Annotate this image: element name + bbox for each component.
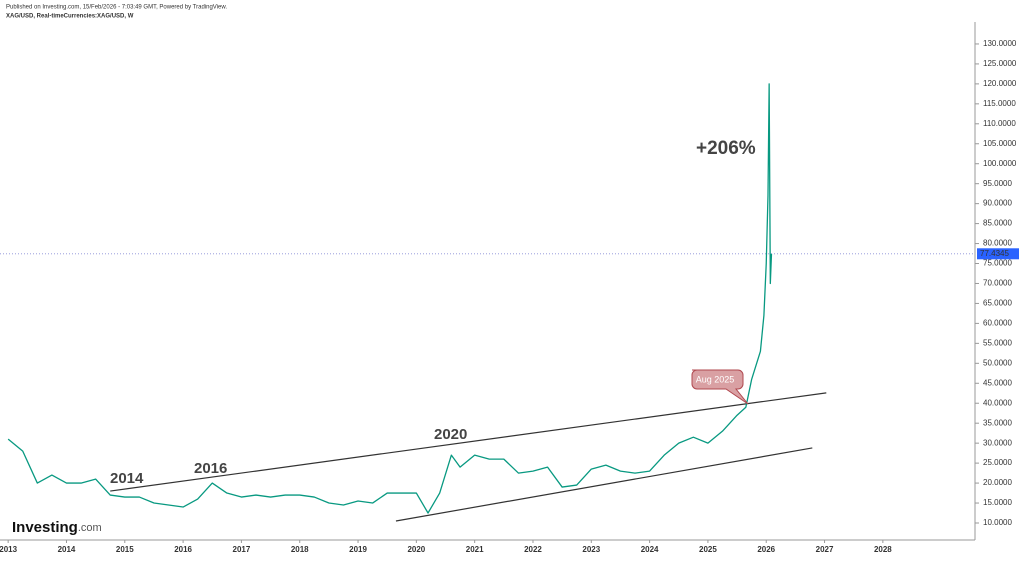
y-tick-label: 125.0000 bbox=[983, 59, 1017, 68]
y-tick-label: 80.0000 bbox=[983, 239, 1012, 248]
y-tick-label: 105.0000 bbox=[983, 139, 1017, 148]
y-tick-label: 45.0000 bbox=[983, 378, 1012, 387]
y-tick-label: 75.0000 bbox=[983, 259, 1012, 268]
y-tick-label: 95.0000 bbox=[983, 179, 1012, 188]
x-tick-label: 2027 bbox=[816, 545, 834, 554]
x-tick-label: 2020 bbox=[407, 545, 425, 554]
x-tick-label: 2026 bbox=[757, 545, 775, 554]
annotation: +206% bbox=[696, 138, 756, 159]
y-tick-label: 120.0000 bbox=[983, 79, 1017, 88]
x-tick-label: 2017 bbox=[233, 545, 251, 554]
y-tick-label: 15.0000 bbox=[983, 498, 1012, 507]
y-tick-label: 100.0000 bbox=[983, 159, 1017, 168]
y-tick-label: 115.0000 bbox=[983, 99, 1016, 108]
current-price-box bbox=[977, 248, 1019, 260]
y-tick-label: 130.0000 bbox=[983, 39, 1017, 48]
x-tick-label: 2016 bbox=[174, 545, 192, 554]
y-tick-label: 60.0000 bbox=[983, 319, 1012, 328]
logo-brand: Investing bbox=[12, 519, 78, 536]
y-tick-label: 35.0000 bbox=[983, 418, 1012, 427]
x-tick-label: 2021 bbox=[466, 545, 484, 554]
annotation: Aug 2025 bbox=[696, 374, 735, 384]
annotation: 2016 bbox=[194, 460, 227, 477]
y-tick-label: 10.0000 bbox=[983, 518, 1012, 527]
published-note: Published on Investing.com, 15/Feb/2026 … bbox=[6, 5, 227, 11]
trendline bbox=[110, 392, 827, 492]
trendline bbox=[395, 447, 813, 522]
y-tick-label: 65.0000 bbox=[983, 299, 1012, 308]
x-tick-label: 2023 bbox=[582, 545, 600, 554]
y-tick-label: 30.0000 bbox=[983, 438, 1012, 447]
x-tick-label: 2015 bbox=[116, 545, 134, 554]
y-tick-label: 40.0000 bbox=[983, 398, 1012, 407]
annotation: 2020 bbox=[434, 426, 467, 443]
price-line bbox=[7, 83, 773, 514]
y-tick-label: 70.0000 bbox=[983, 279, 1012, 288]
y-tick-label: 55.0000 bbox=[983, 338, 1012, 347]
x-tick-label: 2014 bbox=[58, 545, 76, 554]
x-tick-label: 2013 bbox=[0, 545, 18, 554]
y-tick-label: 85.0000 bbox=[983, 219, 1012, 228]
y-tick-label: 110.0000 bbox=[983, 119, 1016, 128]
y-tick-label: 90.0000 bbox=[983, 199, 1012, 208]
x-tick-label: 2019 bbox=[349, 545, 367, 554]
x-tick-label: 2025 bbox=[699, 545, 717, 554]
y-tick-label: 25.0000 bbox=[983, 458, 1012, 467]
x-tick-label: 2018 bbox=[291, 545, 309, 554]
plot-area bbox=[0, 83, 975, 522]
y-tick-label: 20.0000 bbox=[983, 478, 1012, 487]
x-tick-label: 2028 bbox=[874, 545, 892, 554]
callout-box bbox=[691, 369, 749, 405]
x-tick-label: 2022 bbox=[524, 545, 542, 554]
y-tick-label: 50.0000 bbox=[983, 358, 1012, 367]
logo: Investing.com bbox=[12, 519, 102, 536]
annotation: 2014 bbox=[110, 470, 144, 487]
current-price-label: 77.4345 bbox=[980, 249, 1009, 258]
symbol-label: XAG/USD, Real-timeCurrencies:XAG/USD, W bbox=[6, 14, 134, 20]
x-tick-label: 2024 bbox=[641, 545, 659, 554]
logo-suffix: .com bbox=[78, 522, 102, 534]
